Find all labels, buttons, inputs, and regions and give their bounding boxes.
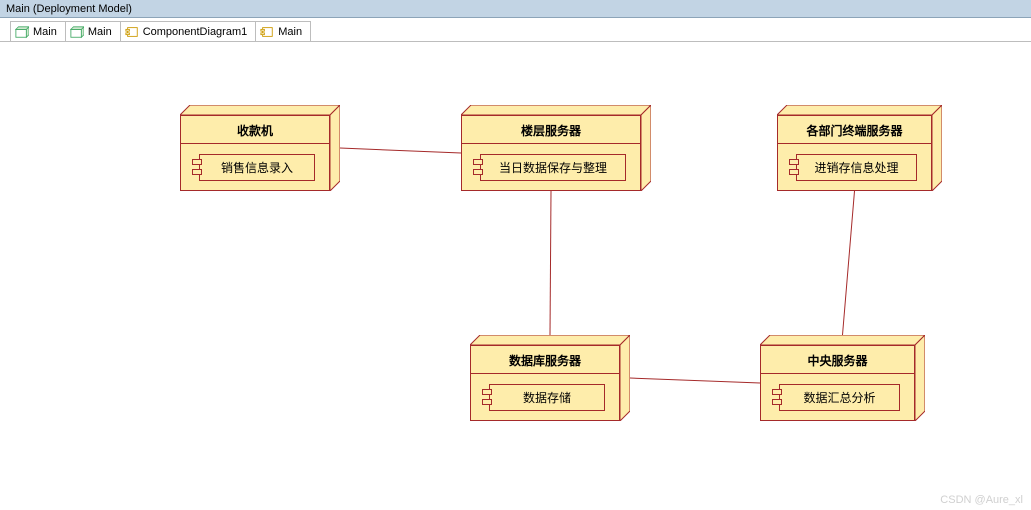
- node-front: 楼层服务器当日数据保存与整理: [461, 115, 641, 191]
- component-lug: [192, 169, 202, 175]
- component[interactable]: 销售信息录入: [199, 154, 315, 181]
- component-lug: [789, 169, 799, 175]
- component[interactable]: 数据存储: [489, 384, 605, 411]
- node-front: 各部门终端服务器进销存信息处理: [777, 115, 932, 191]
- component-lug: [192, 159, 202, 165]
- component-lug: [772, 389, 782, 395]
- tab-0[interactable]: Main: [10, 21, 66, 41]
- node-title: 楼层服务器: [462, 116, 640, 144]
- diagram-canvas: 收款机销售信息录入 楼层服务器当日数据保存与整理 各部门终端服务器进销存信息处理数据…: [0, 42, 1031, 510]
- tab-2[interactable]: ComponentDiagram1: [120, 21, 257, 41]
- component-lug: [473, 169, 483, 175]
- edge: [843, 191, 855, 335]
- edge: [630, 378, 760, 383]
- watermark: CSDN @Aure_xl: [940, 494, 1023, 506]
- tab-1[interactable]: Main: [65, 21, 121, 41]
- component-label: 数据存储: [490, 385, 604, 410]
- component-lug: [482, 399, 492, 405]
- tab-3[interactable]: Main: [255, 21, 311, 41]
- tab-label: Main: [33, 26, 57, 38]
- tab-label: ComponentDiagram1: [143, 26, 248, 38]
- node-front: 收款机销售信息录入: [180, 115, 330, 191]
- window-title: Main (Deployment Model): [6, 3, 132, 15]
- component-lug: [772, 399, 782, 405]
- component[interactable]: 当日数据保存与整理: [480, 154, 626, 181]
- edge: [550, 191, 551, 335]
- node-front: 数据库服务器数据存储: [470, 345, 620, 421]
- component[interactable]: 数据汇总分析: [779, 384, 900, 411]
- node-title: 数据库服务器: [471, 346, 619, 374]
- component-label: 销售信息录入: [200, 155, 314, 180]
- node-title: 各部门终端服务器: [778, 116, 931, 144]
- component-label: 数据汇总分析: [780, 385, 899, 410]
- node-title: 中央服务器: [761, 346, 914, 374]
- tab-label: Main: [278, 26, 302, 38]
- tab-bar: Main Main ComponentDiagram1 Main: [0, 18, 1031, 42]
- component-lug: [473, 159, 483, 165]
- component-lug: [482, 389, 492, 395]
- component-label: 当日数据保存与整理: [481, 155, 625, 180]
- node-front: 中央服务器数据汇总分析: [760, 345, 915, 421]
- edge: [340, 148, 461, 153]
- node-title: 收款机: [181, 116, 329, 144]
- component-lug: [789, 159, 799, 165]
- component[interactable]: 进销存信息处理: [796, 154, 917, 181]
- tab-label: Main: [88, 26, 112, 38]
- window-titlebar: Main (Deployment Model): [0, 0, 1031, 18]
- component-label: 进销存信息处理: [797, 155, 916, 180]
